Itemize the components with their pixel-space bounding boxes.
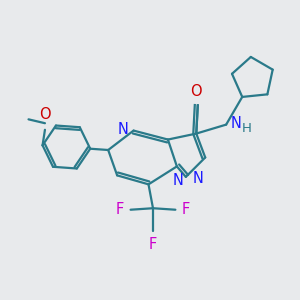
Text: F: F	[116, 202, 124, 217]
Text: N: N	[231, 116, 242, 130]
Text: O: O	[39, 107, 51, 122]
Text: F: F	[182, 202, 190, 217]
Text: O: O	[190, 84, 202, 99]
Text: N: N	[117, 122, 128, 136]
Text: N: N	[173, 173, 184, 188]
Text: N: N	[192, 171, 203, 186]
Text: F: F	[149, 237, 157, 252]
Text: H: H	[242, 122, 251, 135]
